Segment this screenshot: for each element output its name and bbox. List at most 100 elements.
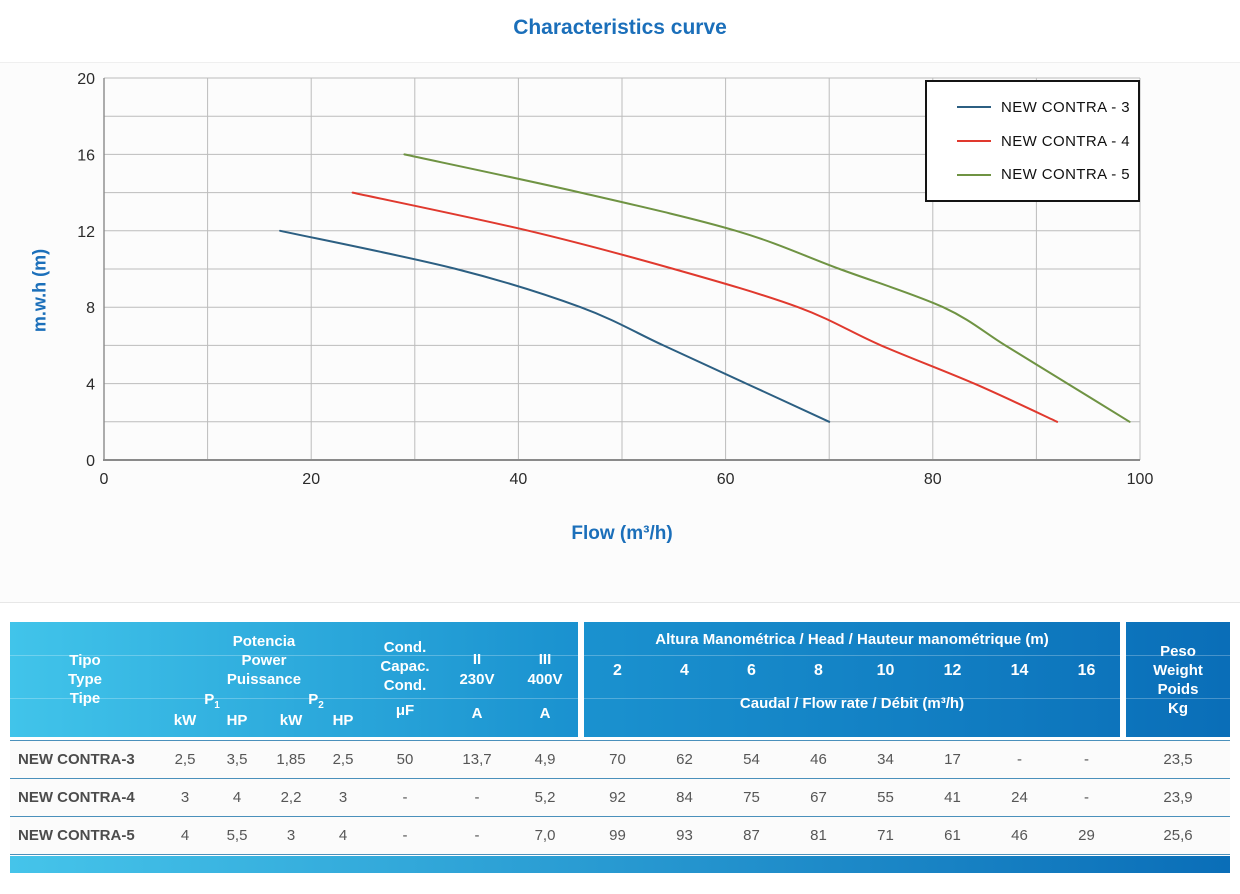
y-tick-label: 20 (77, 71, 95, 88)
header-divider-line (10, 655, 1230, 656)
cell-flow: 67 (810, 789, 827, 806)
column-header-230v: II 230V A (459, 651, 495, 722)
table-row: NEW CONTRA-4 3 4 2,2 3 - - 5,2 92 84 75 67 55 41 24 - 23… (10, 779, 1230, 817)
y-tick-label: 16 (77, 147, 95, 164)
cell-p1-kw: 2,5 (174, 751, 196, 768)
legend-label: NEW CONTRA - 3 (1001, 98, 1130, 116)
column-header-type: Tipo Type Tipe (68, 652, 102, 707)
cell-230v-a: 13,7 (462, 751, 492, 768)
x-tick-label: 100 (1127, 471, 1154, 488)
cell-400v-a: 5,2 (534, 789, 556, 806)
axes (103, 78, 1140, 461)
head-value: 6 (747, 662, 756, 679)
cell-p2-kw: 3 (286, 827, 296, 844)
cell-flow: - (1084, 789, 1089, 806)
cell-230v-a: - (474, 827, 480, 844)
p2-label: P2 (308, 691, 324, 711)
table-header: Tipo Type Tipe Potencia Power Puissance … (10, 622, 1230, 737)
column-header-head: Altura Manométrica / Head / Hauteur mano… (584, 622, 1120, 737)
cell-flow: 87 (743, 827, 760, 844)
unit-p2-hp: HP (332, 712, 354, 729)
column-header-capacitor: Cond. Capac. Cond. μF (380, 639, 430, 719)
cell-p2-hp: 3 (338, 789, 348, 806)
cell-flow: - (1084, 751, 1089, 768)
legend-item: NEW CONTRA - 4 (957, 133, 1138, 150)
head-value: 10 (876, 662, 895, 679)
legend-swatch (957, 140, 991, 142)
series-new-contra-3 (279, 229, 831, 423)
cell-flow: 75 (743, 789, 760, 806)
x-axis-title: Flow (m³/h) (571, 523, 673, 544)
cell-flow: 61 (944, 827, 961, 844)
x-tick-label: 80 (924, 471, 942, 488)
cell-p2-kw: 2,2 (280, 789, 302, 806)
unit-p2-kw: kW (279, 712, 303, 729)
cell-p1-kw: 3 (180, 789, 190, 806)
legend-item: NEW CONTRA - 5 (957, 166, 1138, 183)
cell-flow: 17 (944, 751, 961, 768)
row-model-name: NEW CONTRA-3 (18, 751, 135, 768)
cell-p1-hp: 3,5 (226, 751, 248, 768)
cell-flow: 62 (676, 751, 693, 768)
series-new-contra-5 (403, 153, 1131, 423)
cell-flow: 99 (609, 827, 626, 844)
cell-p2-kw: 1,85 (276, 751, 306, 768)
bottom-gradient-bar (10, 856, 1230, 873)
section-separator (578, 622, 584, 737)
head-value: 8 (814, 662, 823, 679)
cell-flow: 84 (676, 789, 693, 806)
legend-item: NEW CONTRA - 3 (957, 99, 1138, 116)
legend-swatch (957, 173, 991, 176)
cell-p1-hp: 4 (232, 789, 242, 806)
table-row: NEW CONTRA-3 2,5 3,5 1,85 2,5 50 13,7 4,9 70 62 54… (10, 741, 1230, 779)
row-model-name: NEW CONTRA-5 (18, 827, 135, 844)
cell-flow: 46 (810, 751, 827, 768)
chart-legend: NEW CONTRA - 3 NEW CONTRA - 4 NEW CONTRA -… (925, 80, 1140, 202)
series-new-contra-4 (351, 191, 1059, 423)
head-value: 14 (1010, 662, 1029, 679)
cell-flow: 93 (676, 827, 693, 844)
cell-flow: 70 (609, 751, 626, 768)
y-tick-label: 12 (77, 224, 95, 241)
cell-230v-a: - (474, 789, 480, 806)
y-tick-label: 0 (86, 453, 95, 470)
unit-uf: μF (395, 702, 415, 719)
row-model-name: NEW CONTRA-4 (18, 789, 135, 806)
cell-flow: 71 (877, 827, 894, 844)
cell-p1-hp: 5,5 (226, 827, 248, 844)
column-header-weight: Peso Weight Poids Kg (1153, 642, 1203, 717)
cell-uf: - (402, 789, 408, 806)
head-value: 2 (613, 662, 622, 679)
cell-flow: 41 (944, 789, 961, 806)
head-value: 12 (943, 662, 962, 679)
unit-p1-kw: kW (173, 712, 197, 729)
head-value: 4 (680, 662, 689, 679)
cell-flow: 54 (743, 751, 760, 768)
head-title: Altura Manométrica / Head / Hauteur mano… (655, 631, 1049, 648)
x-tick-label: 20 (302, 471, 320, 488)
cell-uf: - (402, 827, 408, 844)
y-tick-label: 4 (86, 377, 95, 394)
cell-flow: 92 (609, 789, 626, 806)
x-tick-label: 60 (717, 471, 735, 488)
cell-p2-hp: 2,5 (332, 751, 354, 768)
spec-table: Tipo Type Tipe Potencia Power Puissance … (10, 622, 1230, 855)
cell-weight: 25,6 (1163, 827, 1193, 844)
cell-flow: - (1017, 751, 1022, 768)
legend-swatch (957, 106, 991, 109)
cell-flow: 46 (1011, 827, 1028, 844)
table-body: NEW CONTRA-3 2,5 3,5 1,85 2,5 50 13,7 4,9 70 62 54… (10, 740, 1230, 855)
cell-400v-a: 4,9 (534, 751, 556, 768)
cell-flow: 55 (877, 789, 894, 806)
cell-flow: 81 (810, 827, 827, 844)
tick-labels: 0 20 40 60 80 100 0 4 8 12 16 20 (77, 71, 1153, 488)
header-divider-line (10, 698, 1230, 699)
column-header-power: Potencia Power Puissance P1 P2 kW HP kW … (160, 622, 368, 737)
chart-title: Characteristics curve (513, 16, 727, 39)
cell-p2-hp: 4 (338, 827, 348, 844)
cell-weight: 23,9 (1163, 789, 1193, 806)
head-value: 16 (1077, 662, 1096, 679)
flow-title: Caudal / Flow rate / Débit (m³/h) (739, 695, 965, 712)
column-header-400v: III 400V A (527, 651, 563, 722)
cell-p1-kw: 4 (180, 827, 190, 844)
